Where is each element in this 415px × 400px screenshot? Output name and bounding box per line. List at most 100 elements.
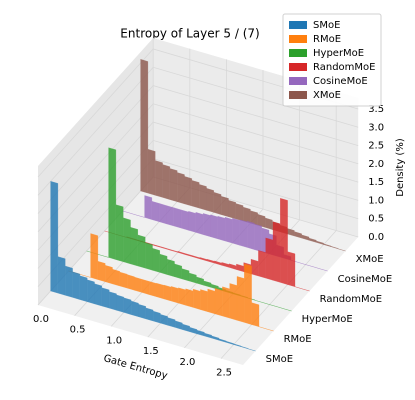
z-tick-label: 3.5 xyxy=(368,104,384,115)
chart-title: Entropy of Layer 5 / (7) xyxy=(120,27,259,41)
bar xyxy=(72,271,81,300)
bar xyxy=(79,275,88,302)
bar xyxy=(115,204,124,262)
grid-line xyxy=(37,121,359,251)
bar xyxy=(258,250,266,279)
z-tick-label: 1.5 xyxy=(368,177,384,188)
bar xyxy=(145,307,154,322)
series-bars xyxy=(140,59,346,252)
bar xyxy=(178,287,186,306)
depth-tick-label: XMoE xyxy=(356,254,384,265)
x-tick-label: 2.0 xyxy=(179,357,195,368)
bar xyxy=(220,196,229,217)
bar xyxy=(272,221,281,283)
bar xyxy=(264,217,273,230)
grid-line xyxy=(37,66,359,196)
z-axis-label: Density (%) xyxy=(395,138,406,197)
legend-swatch xyxy=(289,91,307,99)
bar xyxy=(204,332,212,339)
bar xyxy=(137,234,146,269)
bar xyxy=(123,217,131,265)
bar xyxy=(200,289,208,312)
bar xyxy=(185,288,194,308)
bar xyxy=(134,276,142,293)
bar xyxy=(233,343,242,347)
bar xyxy=(97,261,106,282)
bar xyxy=(203,280,212,288)
bar xyxy=(159,203,167,225)
bar xyxy=(151,201,160,222)
bar xyxy=(155,160,163,198)
bar xyxy=(184,176,193,207)
bar xyxy=(163,284,172,302)
z-tick-label: 1.0 xyxy=(368,195,384,206)
x-tick-label: 2.5 xyxy=(216,368,232,379)
bar xyxy=(316,240,324,245)
bar xyxy=(239,219,248,248)
bar xyxy=(199,184,207,211)
bar xyxy=(207,288,216,315)
bar xyxy=(236,276,245,323)
bar xyxy=(218,338,227,343)
bar xyxy=(202,213,211,237)
bar xyxy=(188,211,196,233)
bar xyxy=(166,258,175,277)
legend-swatch xyxy=(289,63,307,71)
legend-label: CosineMoE xyxy=(313,76,368,87)
bar xyxy=(160,314,168,326)
bar xyxy=(148,281,157,297)
bar xyxy=(308,237,317,243)
bar xyxy=(127,274,135,291)
bar xyxy=(235,203,244,222)
bar xyxy=(244,263,252,325)
bar xyxy=(144,195,153,220)
bar xyxy=(166,205,175,227)
bar xyxy=(112,268,120,287)
legend-label: RMoE xyxy=(313,34,341,45)
bar xyxy=(248,348,256,352)
bar xyxy=(196,330,205,337)
bar xyxy=(265,237,274,281)
series-bars xyxy=(50,181,256,352)
bar xyxy=(320,268,328,272)
bar xyxy=(214,288,223,317)
legend-label: XMoE xyxy=(313,90,341,101)
bar xyxy=(57,256,66,296)
bar xyxy=(330,246,339,250)
bar xyxy=(101,287,110,309)
bar xyxy=(189,327,198,335)
bar xyxy=(301,234,310,241)
x-tick-label: 0.0 xyxy=(33,314,49,325)
x-axis-label: Gate Entropy xyxy=(102,353,169,382)
bar xyxy=(108,147,117,260)
z-tick-label: 0.0 xyxy=(368,232,384,243)
depth-tick-label: SMoE xyxy=(266,354,293,365)
bar xyxy=(145,242,153,271)
legend-label: RandomMoE xyxy=(313,62,375,73)
bar xyxy=(229,283,238,321)
bar xyxy=(140,59,149,194)
depth-tick-label: RandomMoE xyxy=(320,294,382,305)
bar xyxy=(323,243,332,247)
bar xyxy=(65,265,73,298)
bar xyxy=(266,328,274,332)
bar xyxy=(119,271,128,289)
bar xyxy=(188,272,197,284)
x-tick-label: 1.5 xyxy=(143,346,159,357)
depth-tick-label: CosineMoE xyxy=(338,274,393,285)
bar xyxy=(195,212,204,235)
bar xyxy=(90,233,99,280)
legend: SMoE RMoE HyperMoE RandomMoE CosineMoE XMoE xyxy=(282,13,382,107)
bar xyxy=(174,263,182,280)
bar xyxy=(211,335,220,341)
bar xyxy=(228,200,236,220)
legend-swatch xyxy=(289,35,307,43)
bar xyxy=(182,323,190,332)
bar xyxy=(254,223,262,252)
series-bars xyxy=(104,198,310,292)
bar xyxy=(105,265,113,285)
legend-swatch xyxy=(289,77,307,85)
bar xyxy=(87,279,95,305)
bar xyxy=(169,168,178,202)
bar xyxy=(191,180,200,209)
